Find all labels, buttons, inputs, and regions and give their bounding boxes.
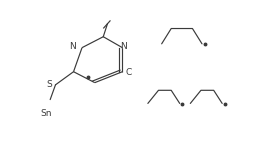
- Text: N: N: [69, 41, 76, 51]
- Text: C: C: [125, 68, 132, 77]
- Text: N: N: [120, 41, 127, 51]
- Text: S: S: [47, 80, 52, 89]
- Text: Sn: Sn: [40, 109, 52, 118]
